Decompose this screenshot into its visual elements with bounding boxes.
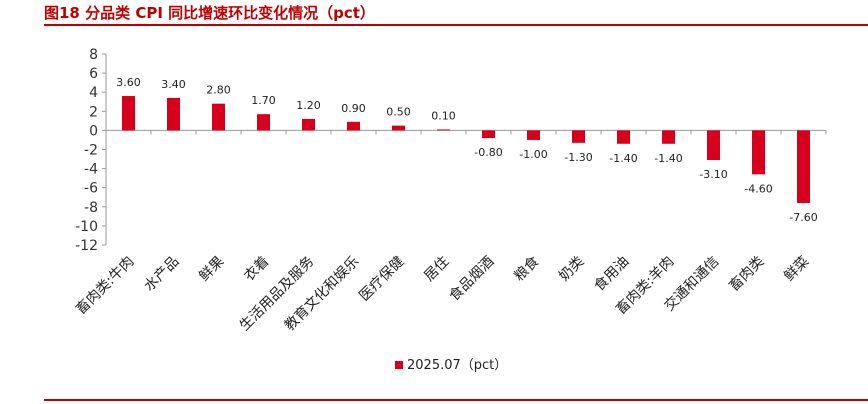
data-label: -1.40 bbox=[609, 152, 637, 165]
bar bbox=[662, 130, 675, 144]
y-tick-label: 0 bbox=[89, 123, 98, 139]
y-tick-label: -8 bbox=[84, 200, 98, 216]
bar bbox=[797, 130, 810, 203]
y-tick-label: 6 bbox=[89, 66, 98, 82]
y-tick-label: 2 bbox=[89, 104, 98, 120]
data-label: 2.80 bbox=[206, 84, 231, 97]
data-label: 3.60 bbox=[116, 76, 141, 89]
data-label: -4.60 bbox=[744, 182, 772, 195]
category-label: 粮食 bbox=[511, 253, 543, 285]
data-label: -1.40 bbox=[654, 152, 682, 165]
bar bbox=[572, 130, 585, 143]
title-rule bbox=[44, 24, 868, 26]
data-label: 0.90 bbox=[341, 102, 366, 115]
data-label: -1.00 bbox=[519, 148, 547, 161]
bar bbox=[302, 118, 315, 131]
category-label: 衣着 bbox=[241, 254, 272, 285]
y-tick-label: 8 bbox=[89, 47, 98, 63]
footer-rule bbox=[44, 399, 868, 401]
data-label: -1.30 bbox=[564, 151, 592, 164]
figure-title: 图18 分品类 CPI 同比增速环比变化情况（pct） bbox=[44, 4, 375, 22]
bar bbox=[257, 114, 270, 131]
y-tick-label: -4 bbox=[84, 162, 98, 178]
category-label: 水产品 bbox=[141, 254, 182, 295]
bar bbox=[212, 103, 225, 131]
data-label: -0.80 bbox=[474, 146, 502, 159]
bar bbox=[527, 130, 540, 140]
data-label: 1.20 bbox=[296, 99, 321, 112]
category-label: 食用油 bbox=[591, 253, 633, 295]
category-label: 居住 bbox=[421, 254, 452, 285]
category-label: 食品烟酒 bbox=[446, 253, 498, 305]
y-tick-label: -12 bbox=[75, 238, 98, 254]
bar bbox=[167, 97, 180, 131]
category-label: 畜肉类:牛肉 bbox=[73, 254, 137, 318]
bar bbox=[122, 96, 135, 131]
y-tick-label: -2 bbox=[84, 143, 98, 159]
legend-swatch bbox=[395, 361, 403, 369]
bar bbox=[437, 129, 450, 131]
data-label: 0.10 bbox=[431, 109, 456, 122]
data-label: 1.70 bbox=[251, 94, 276, 107]
category-label: 鲜果 bbox=[196, 254, 227, 285]
y-tick-label: 4 bbox=[89, 85, 98, 101]
y-tick-label: -6 bbox=[84, 181, 98, 197]
legend-label: 2025.07（pct） bbox=[407, 358, 507, 373]
bar bbox=[392, 125, 405, 131]
category-label: 医疗保健 bbox=[356, 254, 407, 305]
bar bbox=[752, 130, 765, 175]
data-label: 0.50 bbox=[386, 106, 411, 119]
bar bbox=[707, 130, 720, 161]
category-label: 奶类 bbox=[556, 254, 587, 285]
bar bbox=[347, 121, 360, 131]
data-label: 3.40 bbox=[161, 78, 186, 91]
y-tick-label: -10 bbox=[75, 219, 98, 235]
bar bbox=[617, 130, 630, 144]
data-label: -7.60 bbox=[789, 211, 817, 224]
data-label: -3.10 bbox=[699, 168, 727, 181]
category-label: 畜肉类 bbox=[726, 254, 767, 295]
category-label: 鲜菜 bbox=[781, 254, 812, 285]
bar bbox=[482, 130, 495, 139]
